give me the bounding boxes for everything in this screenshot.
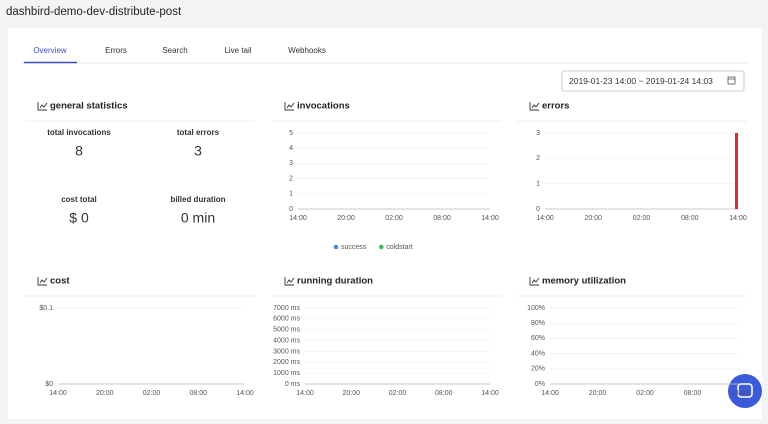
x-tick-label: 14:00 xyxy=(296,390,314,397)
y-tick-label: 1 xyxy=(536,181,540,188)
x-tick-label: 14:00 xyxy=(289,215,307,222)
x-tick-label: 02:00 xyxy=(143,390,161,397)
stat-label: total errors xyxy=(177,128,220,137)
x-tick-label: 08:00 xyxy=(189,390,207,397)
x-tick-label: 20:00 xyxy=(584,215,602,222)
y-tick-label: 2 xyxy=(289,175,293,182)
x-tick-label: 14:00 xyxy=(536,215,554,222)
y-tick-label: 5000 ms xyxy=(273,327,300,334)
stat-label: cost total xyxy=(61,195,97,204)
x-tick-label: 14:00 xyxy=(236,390,254,397)
chart-icon xyxy=(529,102,540,111)
date-range: 2019-01-23 14:00 ~ 2019-01-24 14:03 xyxy=(569,76,713,86)
tab[interactable]: Search xyxy=(162,46,187,55)
card xyxy=(8,28,762,424)
y-tick-label: 1000 ms xyxy=(273,370,300,377)
y-tick-label: 6000 ms xyxy=(273,316,300,323)
y-tick-label: 0 xyxy=(536,206,540,213)
panel-title: general statistics xyxy=(50,101,128,112)
calendar-icon xyxy=(727,76,736,85)
y-tick-label: 3 xyxy=(536,130,540,137)
chart-icon xyxy=(529,277,540,286)
chart-icon xyxy=(284,102,295,111)
y-tick-label: 40% xyxy=(531,350,545,357)
stat-value: 3 xyxy=(194,143,202,159)
legend-marker xyxy=(378,244,384,250)
tab[interactable]: Overview xyxy=(33,46,67,55)
y-tick-label: 3 xyxy=(289,160,293,167)
chat-icon xyxy=(737,383,753,398)
tab[interactable]: Live tail xyxy=(224,46,251,55)
legend-marker xyxy=(333,244,339,250)
tab[interactable]: Errors xyxy=(105,46,127,55)
stat-label: billed duration xyxy=(170,195,225,204)
x-tick-label: 20:00 xyxy=(589,390,607,397)
x-tick-label: 20:00 xyxy=(342,390,360,397)
y-tick-label: 2 xyxy=(536,155,540,162)
x-tick-label: 14:00 xyxy=(481,390,499,397)
x-tick-label: 08:00 xyxy=(681,215,699,222)
y-tick-label: 4 xyxy=(289,145,293,152)
chart-icon xyxy=(284,277,295,286)
panel-title: memory utilization xyxy=(542,276,626,287)
chat-button[interactable] xyxy=(728,374,762,408)
y-tick-label: 20% xyxy=(531,366,545,373)
y-tick-label: 2000 ms xyxy=(273,359,300,366)
y-tick-label: 60% xyxy=(531,335,545,342)
y-tick-label: 4000 ms xyxy=(273,337,300,344)
y-tick-label: $0 xyxy=(45,381,53,388)
panel-title: invocations xyxy=(297,101,350,112)
stat-value: $ 0 xyxy=(69,210,89,226)
y-tick-label: 100% xyxy=(527,305,545,312)
date-picker[interactable] xyxy=(561,70,745,92)
panel-title: cost xyxy=(50,276,70,287)
stat-value: 8 xyxy=(75,143,83,159)
page-title: dashbird-demo-dev-distribute-post xyxy=(6,6,182,18)
x-tick-label: 14:00 xyxy=(49,390,67,397)
chart-icon xyxy=(37,277,48,286)
chart-icon xyxy=(37,102,48,111)
x-tick-label: 14:00 xyxy=(729,215,747,222)
y-tick-label: 0 xyxy=(289,206,293,213)
y-tick-label: 1 xyxy=(289,191,293,198)
x-tick-label: 14:00 xyxy=(481,215,499,222)
y-tick-label: 80% xyxy=(531,320,545,327)
stat-label: total invocations xyxy=(47,128,111,137)
x-tick-label: 20:00 xyxy=(337,215,355,222)
x-tick-label: 14:00 xyxy=(731,390,749,397)
y-tick-label: $0.1 xyxy=(39,305,53,312)
tab[interactable]: Webhooks xyxy=(288,46,326,55)
x-tick-label: 02:00 xyxy=(633,215,651,222)
y-tick-label: 7000 ms xyxy=(273,305,300,312)
x-tick-label: 08:00 xyxy=(684,390,702,397)
y-tick-label: 3000 ms xyxy=(273,348,300,355)
x-tick-label: 20:00 xyxy=(96,390,114,397)
x-tick-label: 02:00 xyxy=(636,390,654,397)
x-tick-label: 08:00 xyxy=(435,390,453,397)
y-tick-label: 0 ms xyxy=(285,381,301,388)
bar xyxy=(735,133,738,209)
x-tick-label: 14:00 xyxy=(541,390,559,397)
y-tick-label: 0% xyxy=(535,381,545,388)
legend-label: success xyxy=(341,244,367,251)
x-tick-label: 02:00 xyxy=(389,390,407,397)
y-tick-label: 5 xyxy=(289,130,293,137)
x-tick-label: 02:00 xyxy=(385,215,403,222)
x-tick-label: 08:00 xyxy=(433,215,451,222)
legend-label: coldstart xyxy=(386,244,413,251)
stat-value: 0 min xyxy=(181,210,215,226)
panel-title: running duration xyxy=(297,276,373,287)
panel-title: errors xyxy=(542,101,569,112)
